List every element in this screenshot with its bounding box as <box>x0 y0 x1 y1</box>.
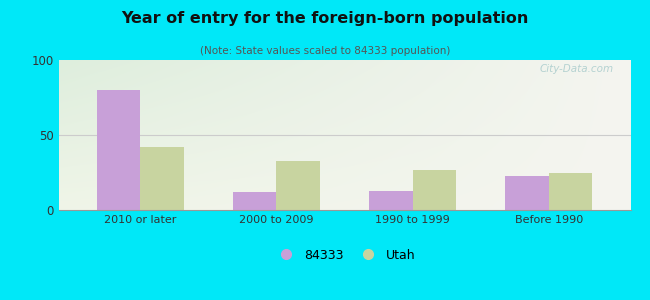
Text: (Note: State values scaled to 84333 population): (Note: State values scaled to 84333 popu… <box>200 46 450 56</box>
Bar <box>233 192 276 210</box>
Bar <box>369 190 413 210</box>
Legend: 84333, Utah: 84333, Utah <box>268 244 421 267</box>
Bar <box>140 147 184 210</box>
Bar <box>549 172 592 210</box>
Bar <box>413 169 456 210</box>
Text: Year of entry for the foreign-born population: Year of entry for the foreign-born popul… <box>122 11 528 26</box>
Text: City-Data.com: City-Data.com <box>540 64 614 74</box>
Bar <box>505 176 549 210</box>
Bar <box>276 160 320 210</box>
Bar <box>97 90 140 210</box>
